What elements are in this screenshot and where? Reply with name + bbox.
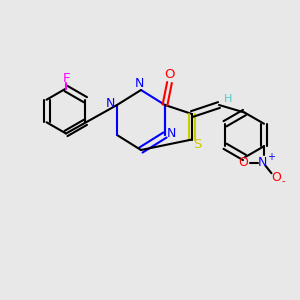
Text: F: F [62,71,70,85]
Text: -: - [282,176,285,186]
Text: N: N [106,97,115,110]
Text: O: O [238,156,248,169]
Text: O: O [271,171,281,184]
Text: H: H [224,94,232,104]
Text: N: N [167,127,176,140]
Text: N: N [135,77,144,90]
Text: N: N [258,156,267,169]
Text: S: S [193,138,202,152]
Text: O: O [164,68,175,82]
Text: +: + [267,152,275,162]
